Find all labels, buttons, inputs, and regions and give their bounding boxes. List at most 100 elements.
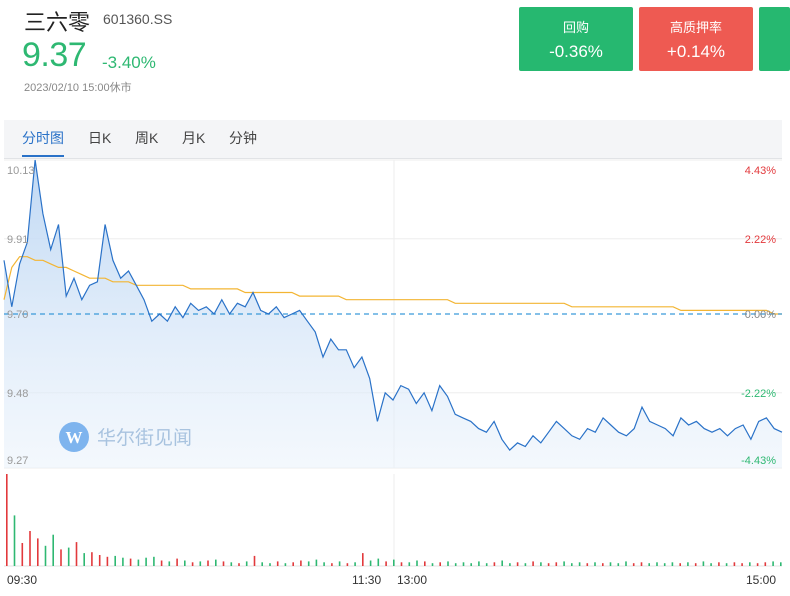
stock-code: 601360.SS bbox=[103, 11, 173, 27]
tab-intraday[interactable]: 分时图 bbox=[22, 120, 64, 157]
right-tick-label: -4.43% bbox=[741, 455, 776, 467]
volume-bar bbox=[168, 561, 171, 566]
volume-bar bbox=[245, 561, 248, 566]
tab-minute[interactable]: 分钟 bbox=[229, 130, 257, 146]
volume-bar bbox=[60, 549, 62, 566]
x-tick-label: 13:00 bbox=[397, 573, 427, 587]
quote-timestamp: 2023/02/10 15:00休市 bbox=[24, 82, 132, 94]
volume-bar bbox=[106, 556, 109, 566]
volume-bar bbox=[416, 560, 418, 566]
volume-bar bbox=[454, 563, 457, 566]
volume-bar bbox=[122, 557, 124, 566]
volume-bar bbox=[83, 553, 85, 566]
right-tick-label: -2.22% bbox=[741, 388, 776, 400]
volume-bar bbox=[13, 515, 16, 566]
average-price-line bbox=[3, 256, 782, 315]
volume-bar bbox=[37, 538, 39, 566]
volume-bar bbox=[338, 561, 341, 566]
x-tick-label: 15:00 bbox=[746, 573, 776, 587]
volume-bar bbox=[671, 562, 674, 566]
watermark-logo: W bbox=[59, 422, 89, 452]
volume-bar bbox=[160, 560, 163, 566]
volume-bar bbox=[694, 563, 697, 566]
y-tick-label: 9.91 bbox=[7, 234, 28, 246]
volume-bar bbox=[756, 563, 759, 566]
badge-buyback[interactable]: 回购 -0.36% bbox=[519, 7, 633, 71]
volume-bar bbox=[687, 562, 689, 566]
volume-bar bbox=[253, 555, 256, 566]
volume-bar bbox=[524, 563, 527, 566]
volume-bar bbox=[555, 562, 558, 566]
badge-buyback-label: 回购 bbox=[562, 20, 589, 35]
volume-bar bbox=[400, 562, 403, 566]
volume-bar bbox=[725, 563, 728, 566]
volume-bar bbox=[447, 561, 449, 566]
y-tick-label: 9.70 bbox=[7, 309, 28, 321]
volume-bar bbox=[780, 562, 782, 566]
x-tick-label: 11:30 bbox=[352, 573, 381, 587]
volume-bar bbox=[478, 561, 480, 566]
volume-bar bbox=[52, 534, 54, 566]
volume-bar bbox=[586, 563, 589, 566]
volume-bar bbox=[625, 561, 627, 566]
x-axis-labels: 09:30 11:30 13:00 15:00 bbox=[7, 573, 776, 587]
volume-bar bbox=[617, 563, 620, 566]
volume-bar bbox=[772, 561, 774, 566]
volume-bar bbox=[323, 562, 325, 566]
volume-bar bbox=[702, 561, 705, 566]
volume-bar bbox=[300, 560, 302, 566]
volume-bar bbox=[230, 562, 233, 566]
volume-bar bbox=[215, 559, 217, 566]
right-tick-label: 0.00% bbox=[745, 309, 776, 321]
volume-bar bbox=[470, 563, 472, 566]
right-tick-label: 2.22% bbox=[745, 234, 776, 246]
volume-bar bbox=[493, 562, 496, 566]
y-tick-label: 10.13 bbox=[7, 165, 35, 177]
volume-bar bbox=[29, 531, 31, 566]
badge-pledge-rate[interactable]: 高质押率 +0.14% bbox=[639, 7, 753, 71]
badge-buyback-value: -0.36% bbox=[549, 42, 603, 61]
volume-bar bbox=[98, 555, 101, 566]
volume-bar bbox=[733, 562, 736, 566]
volume-bar bbox=[276, 561, 279, 566]
volume-bar bbox=[67, 547, 70, 566]
volume-bar bbox=[393, 559, 395, 566]
volume-bar bbox=[749, 562, 751, 566]
badge-partial[interactable] bbox=[759, 7, 790, 71]
tab-weekly-k[interactable]: 周K bbox=[135, 130, 159, 146]
volume-bar bbox=[609, 562, 612, 566]
volume-bar bbox=[238, 563, 240, 566]
tab-daily-k[interactable]: 日K bbox=[88, 130, 112, 146]
volume-bar bbox=[501, 560, 503, 566]
volume-bar bbox=[571, 563, 573, 566]
price-line bbox=[3, 159, 783, 451]
volume-bar bbox=[145, 557, 147, 566]
volume-bar bbox=[315, 559, 318, 566]
volume-bar bbox=[563, 561, 565, 566]
volume-bar bbox=[718, 562, 720, 566]
stock-name: 三六零 bbox=[24, 10, 91, 35]
volume-bar bbox=[424, 561, 426, 566]
volume-bar bbox=[663, 563, 666, 566]
volume-bar bbox=[21, 543, 24, 566]
volume-bar bbox=[710, 563, 712, 566]
volume-bar bbox=[385, 561, 387, 566]
volume-bar bbox=[75, 542, 78, 566]
volume-bar bbox=[269, 563, 271, 566]
volume-bar bbox=[602, 563, 604, 566]
tab-monthly-k[interactable]: 月K bbox=[182, 130, 206, 146]
volume-bar bbox=[632, 563, 635, 566]
volume-bar bbox=[153, 556, 155, 566]
badge-pledge-rate-value: +0.14% bbox=[666, 42, 726, 61]
volume-bar bbox=[741, 563, 743, 566]
volume-bar bbox=[547, 563, 550, 566]
volume-bar bbox=[648, 563, 650, 566]
svg-text:W: W bbox=[66, 428, 83, 447]
volume-bar bbox=[362, 553, 364, 566]
volume-bar bbox=[307, 561, 310, 566]
y-tick-label: 9.27 bbox=[7, 455, 28, 467]
right-tick-label: 4.43% bbox=[745, 165, 776, 177]
x-tick-label: 09:30 bbox=[7, 573, 37, 587]
volume-bar bbox=[184, 560, 186, 566]
